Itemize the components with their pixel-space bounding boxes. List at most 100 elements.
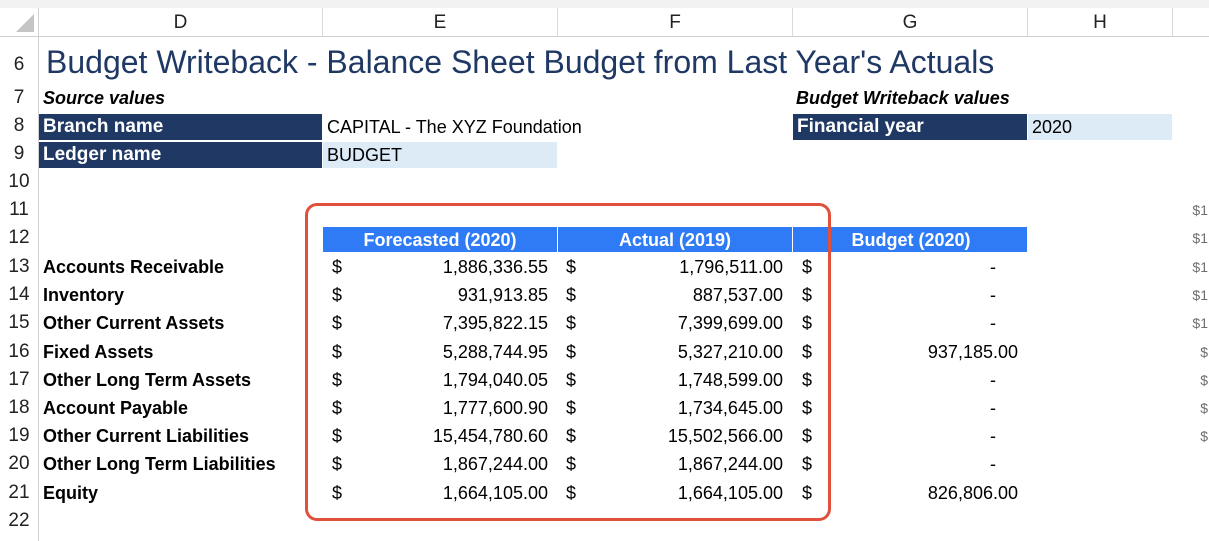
forecast-currency: $: [332, 398, 343, 418]
actual-value[interactable]: 1,734,645.00: [677, 398, 783, 418]
actual-value[interactable]: 15,502,566.00: [667, 426, 783, 446]
budget-header[interactable]: Budget (2020): [793, 227, 1027, 252]
actual-value[interactable]: 1,867,244.00: [677, 454, 783, 474]
source-values-heading[interactable]: Source values: [43, 88, 166, 108]
row-label-other-current-assets[interactable]: Other Current Assets: [43, 313, 225, 333]
row-header-18[interactable]: 18: [8, 397, 30, 418]
budget-value[interactable]: -: [990, 313, 996, 333]
highlight-box: [305, 203, 831, 521]
row-header-19[interactable]: 19: [8, 425, 30, 446]
row-header-9[interactable]: 9: [13, 143, 25, 164]
budget-value[interactable]: 826,806.00: [927, 483, 1018, 503]
column-header-f[interactable]: F: [558, 8, 793, 36]
budget-value[interactable]: -: [990, 370, 996, 390]
forecast-value[interactable]: 1,794,040.05: [442, 370, 548, 390]
edge-cell-value[interactable]: $1: [1192, 315, 1208, 331]
actual-currency: $: [566, 398, 577, 418]
forecast-value[interactable]: 7,395,822.15: [442, 313, 548, 333]
edge-cell-value[interactable]: $1: [1192, 202, 1208, 218]
budget-currency: $: [802, 285, 813, 305]
actual-value[interactable]: 5,327,210.00: [677, 342, 783, 362]
budget-currency: $: [802, 398, 813, 418]
row-header-13[interactable]: 13: [8, 256, 30, 277]
row-header-10[interactable]: 10: [8, 171, 30, 192]
edge-cell-value[interactable]: $1: [1192, 287, 1208, 303]
budget-currency: $: [802, 313, 813, 333]
budget-value[interactable]: -: [990, 426, 996, 446]
forecast-value[interactable]: 5,288,744.95: [442, 342, 548, 362]
column-header-e[interactable]: E: [323, 8, 558, 36]
ledger-name-value[interactable]: BUDGET: [323, 142, 557, 168]
row-header-20[interactable]: 20: [8, 453, 30, 474]
budget-value[interactable]: -: [990, 398, 996, 418]
financial-year-value[interactable]: 2020: [1028, 114, 1172, 140]
row-header-16[interactable]: 16: [8, 341, 30, 362]
row-header-21[interactable]: 21: [8, 482, 30, 503]
actual-currency: $: [566, 257, 577, 277]
financial-year-label[interactable]: Financial year: [793, 114, 1027, 140]
writeback-values-heading[interactable]: Budget Writeback values: [796, 88, 1010, 108]
forecast-currency: $: [332, 454, 343, 474]
ledger-name-label[interactable]: Ledger name: [39, 142, 322, 168]
select-all-triangle-icon[interactable]: [16, 14, 34, 32]
row-header-6[interactable]: 6: [13, 54, 25, 75]
row-header-8[interactable]: 8: [13, 115, 25, 136]
row-header-14[interactable]: 14: [8, 284, 30, 305]
row-header-17[interactable]: 17: [8, 369, 30, 390]
actual-value[interactable]: 7,399,699.00: [677, 313, 783, 333]
actual-currency: $: [566, 342, 577, 362]
forecast-value[interactable]: 931,913.85: [457, 285, 548, 305]
row-label-fixed-assets[interactable]: Fixed Assets: [43, 342, 154, 362]
actual-value[interactable]: 1,796,511.00: [679, 257, 783, 277]
edge-cell-value[interactable]: $: [1200, 344, 1208, 360]
forecast-value[interactable]: 1,867,244.00: [442, 454, 548, 474]
budget-currency: $: [802, 454, 813, 474]
actual-value[interactable]: 1,664,105.00: [677, 483, 783, 503]
actual-value[interactable]: 887,537.00: [692, 285, 783, 305]
row-header-11[interactable]: 11: [9, 199, 29, 220]
row-header-22[interactable]: 22: [8, 510, 30, 531]
budget-value[interactable]: 937,185.00: [927, 342, 1018, 362]
actual-value[interactable]: 1,748,599.00: [677, 370, 783, 390]
row-label-inventory[interactable]: Inventory: [43, 285, 125, 305]
forecast-value[interactable]: 15,454,780.60: [432, 426, 548, 446]
row-label-other-long-term-assets[interactable]: Other Long Term Assets: [43, 370, 252, 390]
row-label-other-current-liabilities[interactable]: Other Current Liabilities: [43, 426, 250, 446]
forecast-value[interactable]: 1,777,600.90: [442, 398, 548, 418]
row-label-other-long-term-liabilities[interactable]: Other Long Term Liabilities: [43, 454, 276, 474]
forecast-currency: $: [332, 257, 343, 277]
actual-currency: $: [566, 483, 577, 503]
budget-value[interactable]: -: [990, 257, 996, 277]
sheet-title[interactable]: Budget Writeback - Balance Sheet Budget …: [46, 44, 995, 80]
column-header-d[interactable]: D: [39, 8, 323, 36]
row-header-15[interactable]: 15: [8, 312, 30, 333]
row-label-accounts-receivable[interactable]: Accounts Receivable: [43, 257, 225, 277]
actual-currency: $: [566, 285, 577, 305]
edge-cell-value[interactable]: $: [1200, 372, 1208, 388]
edge-cell-value[interactable]: $: [1200, 400, 1208, 416]
actual-currency: $: [566, 426, 577, 446]
column-header-h[interactable]: H: [1028, 8, 1173, 36]
budget-currency: $: [802, 370, 813, 390]
budget-currency: $: [802, 483, 813, 503]
edge-cell-value[interactable]: $: [1200, 428, 1208, 444]
row-header-12[interactable]: 12: [8, 227, 30, 248]
forecast-value[interactable]: 1,886,336.55: [442, 257, 548, 277]
branch-name-label[interactable]: Branch name: [39, 114, 322, 140]
edge-cell-value[interactable]: $1: [1192, 259, 1208, 275]
edge-cell-value[interactable]: $1: [1192, 230, 1208, 246]
column-header-g[interactable]: G: [793, 8, 1028, 36]
row-label-equity[interactable]: Equity: [43, 483, 99, 503]
forecasted-header[interactable]: Forecasted (2020): [323, 227, 557, 252]
actual-header[interactable]: Actual (2019): [558, 227, 792, 252]
budget-currency: $: [802, 342, 813, 362]
budget-value[interactable]: -: [990, 454, 996, 474]
budget-value[interactable]: -: [990, 285, 996, 305]
row-label-account-payable[interactable]: Account Payable: [43, 398, 189, 418]
row-header-bar: [0, 37, 39, 541]
forecast-currency: $: [332, 313, 343, 333]
row-header-7[interactable]: 7: [13, 87, 25, 108]
branch-name-value[interactable]: CAPITAL - The XYZ Foundation: [327, 117, 582, 137]
forecast-value[interactable]: 1,664,105.00: [442, 483, 548, 503]
forecast-currency: $: [332, 426, 343, 446]
